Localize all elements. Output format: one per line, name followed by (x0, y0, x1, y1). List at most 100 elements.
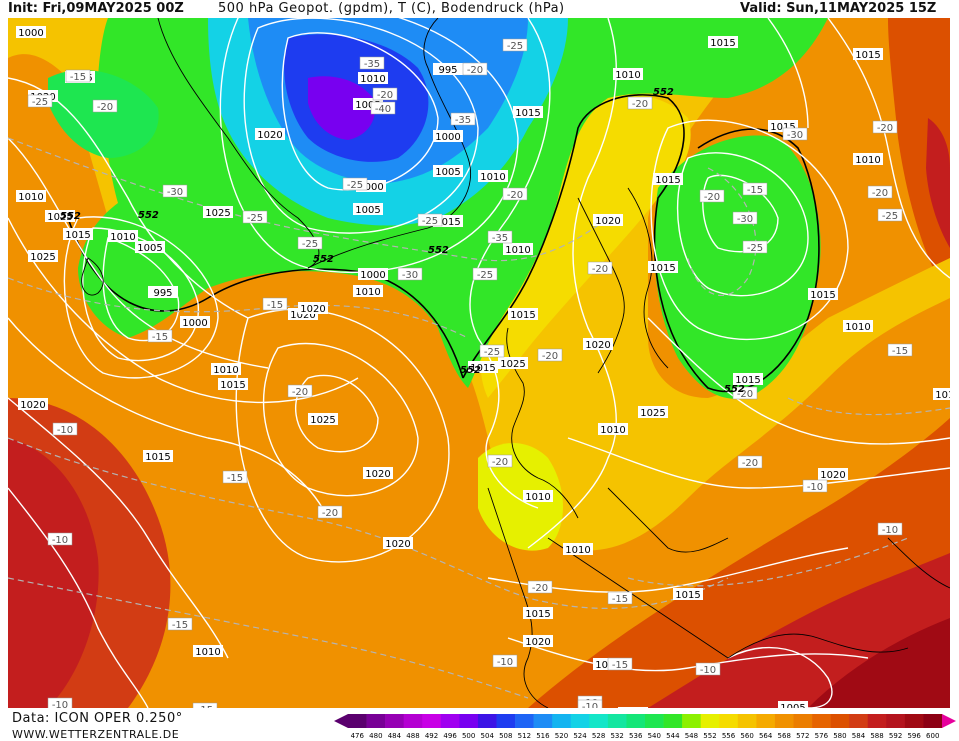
isobar-label: 1015 (468, 361, 498, 374)
svg-text:-15: -15 (892, 346, 908, 357)
svg-text:1020: 1020 (525, 637, 550, 648)
temperature-label: -15 (147, 329, 173, 343)
legend-value-label: 560 (740, 732, 753, 740)
temperature-label: -25 (342, 177, 368, 191)
legend-value-label: 488 (406, 732, 419, 740)
svg-text:-25: -25 (302, 239, 318, 250)
height-contour-label: 552 (428, 245, 449, 256)
isobar-label: 1025 (638, 406, 668, 419)
isobar-label: 1015 (523, 607, 553, 620)
isobar-label: 1015 (853, 48, 883, 61)
isobar-label: 1000 (16, 26, 46, 39)
isobar-label: 1015 (673, 588, 703, 601)
isobar-label: 1015 (648, 261, 678, 274)
data-source: Data: ICON OPER 0.250° (12, 711, 183, 726)
legend-value-label: 484 (388, 732, 402, 740)
isobar-label: 1015 (653, 173, 683, 186)
legend-value-label: 512 (518, 732, 531, 740)
legend-swatch (682, 714, 701, 728)
svg-text:1020: 1020 (365, 469, 390, 480)
temperature-label: -25 (742, 240, 768, 254)
contour-552 (67, 94, 820, 393)
legend-value-label: 532 (610, 732, 623, 740)
map-title: 500 hPa Geopot. (gpdm), T (C), Bodendruc… (218, 1, 565, 16)
svg-text:1015: 1015 (655, 175, 680, 186)
legend-swatch (403, 714, 423, 728)
isobar-label: 1020 (255, 128, 285, 141)
isobar-label: 1010 (618, 707, 648, 708)
temperature-label: -10 (695, 662, 721, 676)
temperature-label: -20 (627, 96, 653, 110)
svg-text:1015: 1015 (935, 390, 950, 401)
legend-value-label: 480 (369, 732, 382, 740)
svg-text:-25: -25 (484, 347, 500, 358)
svg-text:-20: -20 (704, 192, 720, 203)
temperature-label: -20 (872, 120, 898, 134)
isobar-label: 1020 (583, 338, 613, 351)
svg-text:-20: -20 (532, 583, 548, 594)
isobar-label: 1015 (508, 308, 538, 321)
temperature-label: -15 (222, 470, 248, 484)
temperature-label: -40 (370, 101, 396, 115)
isobar-label: 1025 (308, 413, 338, 426)
isobar-label: 1015 (808, 288, 838, 301)
svg-text:1015: 1015 (710, 38, 735, 49)
legend-value-label: 548 (685, 732, 698, 740)
isobar-label: 1005 (353, 203, 383, 216)
svg-text:-10: -10 (497, 657, 513, 668)
legend-swatch (477, 714, 497, 728)
temperature-label: -15 (65, 69, 91, 83)
height-contour-label: 552 (724, 384, 745, 395)
svg-text:-15: -15 (172, 620, 188, 631)
legend-value-label: 568 (778, 732, 791, 740)
svg-text:1010: 1010 (18, 192, 43, 203)
svg-text:1015: 1015 (220, 380, 245, 391)
temperature-label: -20 (502, 187, 528, 201)
svg-text:-15: -15 (152, 332, 168, 343)
legend-value-label: 576 (815, 732, 829, 740)
svg-text:-25: -25 (422, 216, 438, 227)
height-contour-label: 552 (653, 87, 674, 98)
temperature-label: -15 (887, 343, 913, 357)
legend-value-label: 528 (592, 732, 605, 740)
svg-text:-20: -20 (97, 102, 113, 113)
legend-swatch (589, 714, 609, 728)
legend-swatch (459, 714, 479, 728)
legend-value-label: 588 (870, 732, 883, 740)
coastlines (81, 18, 950, 708)
svg-text:-20: -20 (292, 387, 308, 398)
isobar-label: 1020 (818, 468, 848, 481)
svg-text:1005: 1005 (435, 167, 460, 178)
svg-text:-10: -10 (582, 702, 598, 708)
temperature-label: -20 (287, 384, 313, 398)
isobar-label-layer: 1015 1020 1025 1015 1010 1005 995 1000 1010 1015 1… (16, 26, 950, 708)
svg-text:1015: 1015 (510, 310, 535, 321)
svg-text:1010: 1010 (213, 365, 238, 376)
temperature-label: -35 (359, 56, 385, 70)
svg-text:-20: -20 (377, 90, 393, 101)
height-contour-label: 552 (60, 211, 81, 222)
legend-value-label: 580 (833, 732, 846, 740)
svg-text:1020: 1020 (257, 130, 282, 141)
temperature-label: -10 (877, 522, 903, 536)
svg-text:-10: -10 (52, 535, 68, 546)
svg-text:995: 995 (438, 65, 457, 76)
temperature-label: -20 (527, 580, 553, 594)
legend-value-label: 536 (629, 732, 643, 740)
legend-value-label: 504 (481, 732, 495, 740)
temperature-label: -10 (52, 422, 78, 436)
field-green-russia (654, 135, 821, 399)
legend-swatch (830, 714, 850, 728)
legend-value-label: 492 (425, 732, 438, 740)
isobar-label: 1025 (28, 250, 58, 263)
svg-text:-25: -25 (32, 97, 48, 108)
legend-value-label: 500 (462, 732, 475, 740)
svg-text:1005: 1005 (137, 243, 162, 254)
legend-value-label: 544 (666, 732, 680, 740)
svg-text:1010: 1010 (855, 155, 880, 166)
legend-arrow-left (334, 714, 348, 728)
legend-value-label: 564 (759, 732, 773, 740)
legend-swatch (552, 714, 572, 728)
temperature-label: -25 (472, 267, 498, 281)
field-yellow-scandinavia (480, 94, 691, 399)
